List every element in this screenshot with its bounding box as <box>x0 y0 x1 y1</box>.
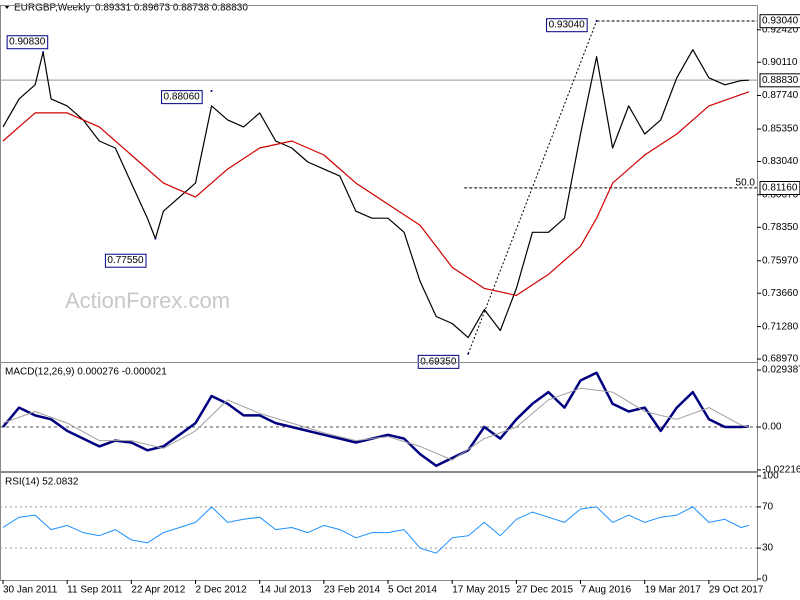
x-tick-label: 30 Jan 2011 <box>3 585 58 596</box>
y-tick-label: 0.90110 <box>762 57 798 68</box>
label-box <box>417 354 460 369</box>
annotation-point <box>42 51 45 54</box>
chart-subtitle: 0.89331 0.89673 0.88738 0.88830 <box>95 3 248 14</box>
x-tick-label: 29 Oct 2017 <box>709 585 764 596</box>
y-tick-label: 0.83040 <box>762 156 799 167</box>
label-box <box>759 14 800 29</box>
label-box <box>104 253 147 268</box>
macd-title: MACD(12,26,9) 0.000276 -0.000021 <box>5 367 167 378</box>
series-line <box>2 91 750 296</box>
y-tick-label: 0.73660 <box>762 288 799 299</box>
y-tick-label: 0.00 <box>762 422 782 433</box>
annotation-label: 0.69350 <box>420 356 457 367</box>
x-tick-label: 14 Jul 2013 <box>260 585 312 596</box>
annotation-label: 0.88060 <box>164 92 201 103</box>
y-tick-label: 0.029387 <box>762 365 800 376</box>
label-box <box>6 35 49 50</box>
trend-line <box>467 20 598 354</box>
x-tick-label: 19 Mar 2017 <box>645 585 702 596</box>
y-tick-label: 100 <box>762 471 779 482</box>
y-tick-label: 70 <box>762 502 774 513</box>
x-tick-label: 2 Dec 2012 <box>196 585 248 596</box>
y-tick-label: 0.68970 <box>762 354 799 365</box>
y-tick-label: 30 <box>762 543 774 554</box>
label-box <box>161 90 203 105</box>
label-box <box>546 18 588 33</box>
y-tick-label: 0.85350 <box>762 124 799 135</box>
panel-frame <box>0 362 758 472</box>
x-tick-label: 17 May 2015 <box>452 585 510 596</box>
x-tick-label: 22 Apr 2012 <box>131 585 185 596</box>
x-tick-label: 7 Aug 2016 <box>581 585 632 596</box>
y-tick-label: 0 <box>762 574 768 585</box>
current-price-label: 0.88830 <box>762 75 799 86</box>
y-tick-label: 0.87740 <box>762 90 799 101</box>
annotation-label: 0.77550 <box>107 255 144 266</box>
annotation-label: 0.93040 <box>549 20 586 31</box>
series-line <box>2 49 750 339</box>
y-tick-label: 0.75970 <box>762 255 799 266</box>
level-price-label: 0.93040 <box>762 16 799 27</box>
x-tick-label: 11 Sep 2011 <box>67 585 123 596</box>
annotation-point <box>210 89 213 92</box>
x-tick-label: 27 Dec 2015 <box>516 585 573 596</box>
level-label: 50.0 <box>736 178 756 189</box>
series-line <box>2 387 750 461</box>
series-line <box>2 506 750 554</box>
level-price-label: 0.81160 <box>762 183 798 194</box>
watermark: ActionForex.com <box>65 288 230 313</box>
x-tick-label: 23 Feb 2014 <box>324 585 381 596</box>
annotation-point <box>467 352 470 355</box>
rsi-title: RSI(14) 52.0832 <box>5 477 79 488</box>
chart-title: EURGBP,Weekly <box>14 3 90 14</box>
y-tick-label: 0.78350 <box>762 222 799 233</box>
y-tick-label: 0.92420 <box>762 24 799 35</box>
x-tick-label: 5 Oct 2014 <box>388 585 437 596</box>
label-box <box>759 73 800 88</box>
annotation-point <box>154 237 157 240</box>
y-tick-label: 0.71280 <box>762 321 799 332</box>
panel-frame <box>0 472 758 581</box>
series-line <box>2 371 750 468</box>
annotation-point <box>595 20 598 23</box>
annotation-label: 0.90830 <box>9 37 46 48</box>
